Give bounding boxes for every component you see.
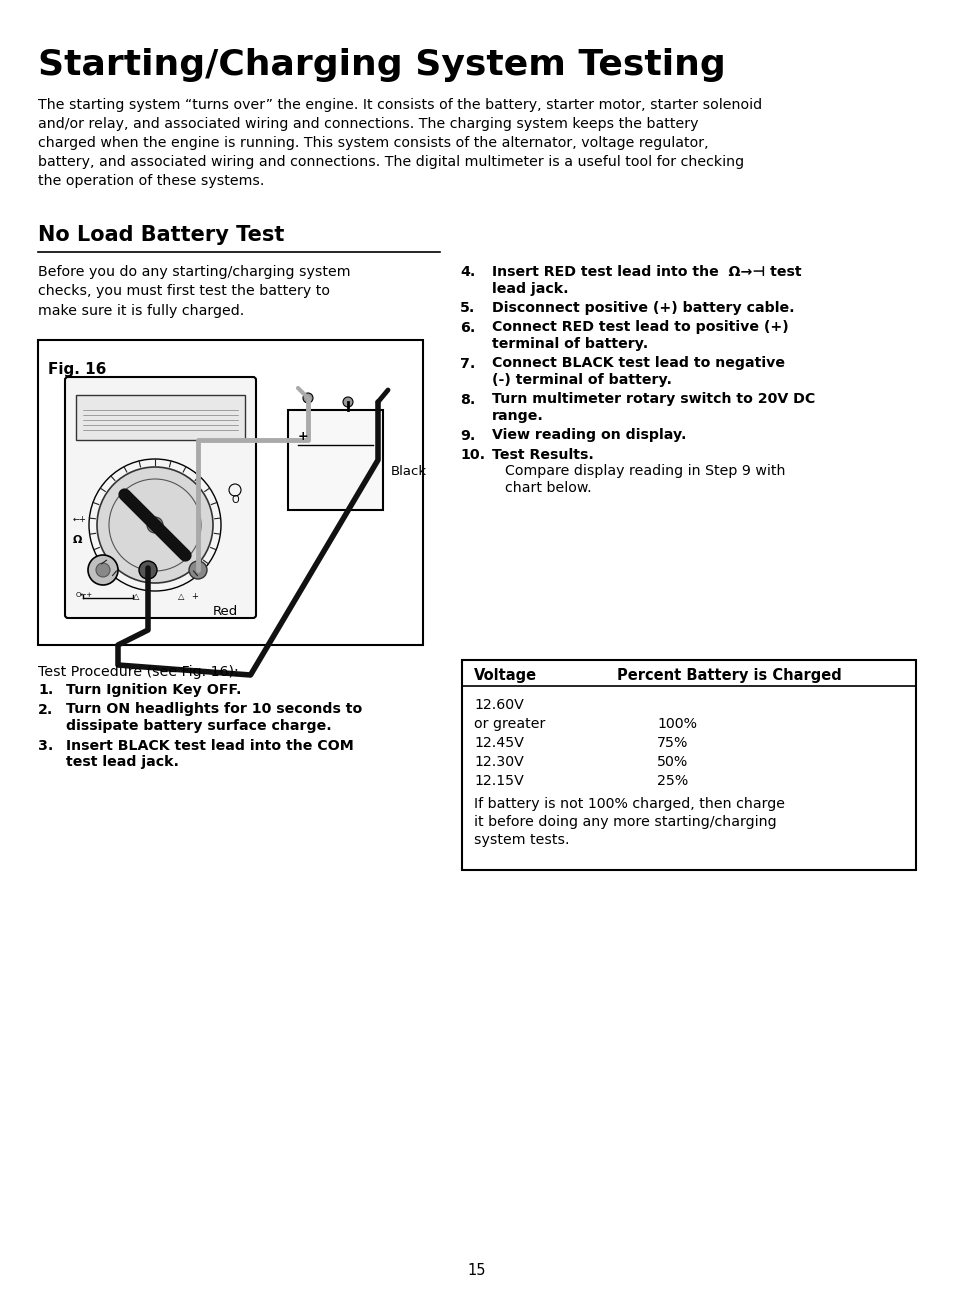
Text: 12.15V: 12.15V [474,774,523,788]
Text: O←+: O←+ [76,592,93,598]
Bar [461,660,915,870]
Text: it before doing any more starting/charging: it before doing any more starting/chargi… [474,814,776,829]
Text: 1.: 1. [38,683,53,697]
Text: system tests.: system tests. [474,833,569,847]
Text: Before you do any starting/charging system
checks, you must first test the batte: Before you do any starting/charging syst… [38,265,350,317]
Text: terminal of battery.: terminal of battery. [492,337,648,351]
FancyBboxPatch shape [65,377,255,618]
Text: +: + [297,431,309,444]
Text: Connect BLACK test lead to negative: Connect BLACK test lead to negative [492,356,784,371]
Bar [288,410,382,510]
Text: Starting/Charging System Testing: Starting/Charging System Testing [38,48,725,82]
Text: Percent Battery is Charged: Percent Battery is Charged [617,667,841,683]
Text: Red: Red [213,605,238,618]
Text: △: △ [178,592,184,601]
Text: 75%: 75% [657,736,688,749]
Text: 7.: 7. [459,356,475,371]
Text: 3.: 3. [38,739,53,752]
Text: Black: Black [391,464,427,477]
Text: 25%: 25% [657,774,687,788]
Text: If battery is not 100% charged, then charge: If battery is not 100% charged, then cha… [474,798,784,811]
Text: 6.: 6. [459,320,475,334]
Text: Ω: Ω [73,535,82,545]
Bar [38,340,422,645]
Text: dissipate battery surface charge.: dissipate battery surface charge. [66,719,332,732]
Text: The starting system “turns over” the engine. It consists of the battery, starter: The starting system “turns over” the eng… [38,98,761,187]
Text: Insert RED test lead into the  Ω→⊣ test: Insert RED test lead into the Ω→⊣ test [492,265,801,278]
Text: Turn Ignition Key OFF.: Turn Ignition Key OFF. [66,683,241,697]
Text: 100%: 100% [657,717,697,731]
Circle shape [303,393,313,403]
Text: 4.: 4. [459,265,475,278]
Circle shape [96,563,110,578]
Circle shape [88,556,118,585]
Text: Disconnect positive (+) battery cable.: Disconnect positive (+) battery cable. [492,301,794,315]
Text: Compare display reading in Step 9 with: Compare display reading in Step 9 with [504,464,784,479]
Text: lead jack.: lead jack. [492,281,568,295]
Circle shape [343,397,353,407]
Text: Voltage: Voltage [474,667,537,683]
Text: 12.60V: 12.60V [474,699,523,712]
Text: View reading on display.: View reading on display. [492,428,686,442]
Bar [76,396,245,440]
Circle shape [97,467,213,583]
Text: Turn multimeter rotary switch to 20V DC: Turn multimeter rotary switch to 20V DC [492,393,815,406]
Text: or greater: or greater [474,717,545,731]
Text: 50%: 50% [657,755,687,769]
Text: Insert BLACK test lead into the COM: Insert BLACK test lead into the COM [66,739,354,752]
Circle shape [189,561,207,579]
Text: 5.: 5. [459,301,475,315]
Text: ←+: ←+ [73,515,87,524]
Circle shape [147,516,163,533]
Text: 12.30V: 12.30V [474,755,523,769]
Text: O: O [231,494,238,505]
Circle shape [139,561,157,579]
Text: 2.: 2. [38,703,53,717]
Text: 15: 15 [467,1263,486,1278]
Text: 9.: 9. [459,428,475,442]
Text: Test Results.: Test Results. [492,448,594,462]
Text: Connect RED test lead to positive (+): Connect RED test lead to positive (+) [492,320,788,334]
Text: 8.: 8. [459,393,475,406]
Text: Fig. 16: Fig. 16 [48,362,107,377]
Text: 12.45V: 12.45V [474,736,523,749]
Text: 10.: 10. [459,448,485,462]
Text: test lead jack.: test lead jack. [66,755,179,769]
Text: Turn ON headlights for 10 seconds to: Turn ON headlights for 10 seconds to [66,703,362,717]
Text: chart below.: chart below. [504,481,591,494]
Text: +: + [191,592,197,601]
Text: range.: range. [492,409,543,423]
Text: (-) terminal of battery.: (-) terminal of battery. [492,373,671,386]
Text: △: △ [132,592,139,601]
Text: No Load Battery Test: No Load Battery Test [38,225,284,245]
Text: Test Procedure (see Fig. 16):: Test Procedure (see Fig. 16): [38,665,238,679]
